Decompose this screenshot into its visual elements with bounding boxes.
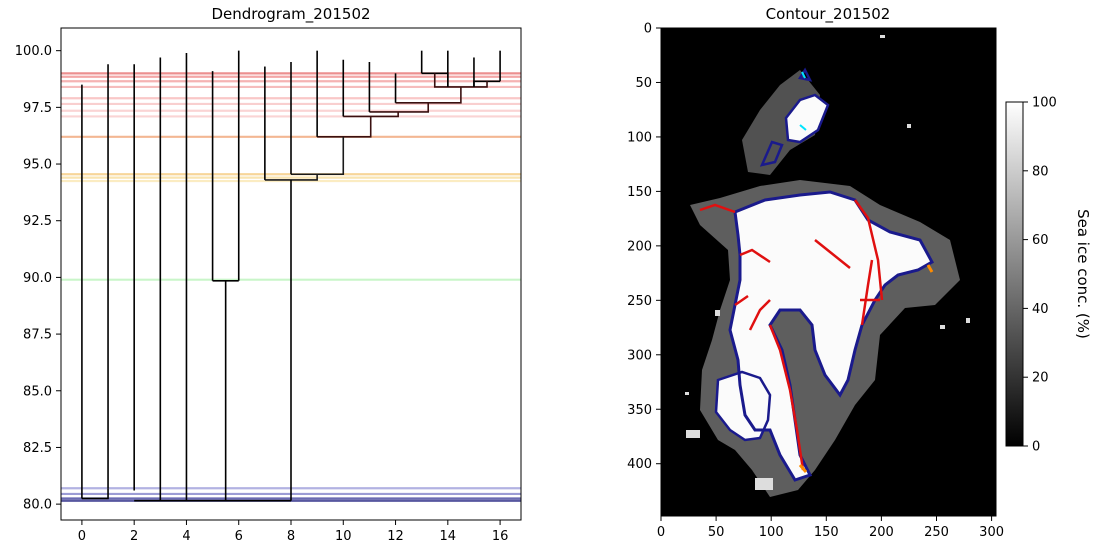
- dendrogram-link-9: [317, 116, 372, 138]
- contour-cyan-spots: [799, 71, 807, 131]
- map-x-tick-label: 0: [657, 525, 665, 540]
- map-y-tick-label: 300: [627, 348, 652, 363]
- dendrogram-link-8: [343, 111, 399, 118]
- colorbar-tick-label: 0: [1032, 440, 1040, 455]
- map-y-tick-label: 350: [627, 403, 652, 418]
- colorbar-tick-label: 40: [1032, 302, 1049, 317]
- map-y-tick-label: 0: [644, 22, 652, 37]
- map-x-tick-label: 250: [924, 525, 949, 540]
- y-tick-label: 85.0: [23, 384, 52, 399]
- map-x-tick-label: 300: [979, 525, 1004, 540]
- central-arctic-ice: [730, 192, 932, 480]
- colorbar-ticks: 0 20 40 60 80 100: [1023, 96, 1057, 455]
- y-tick-label: 100.0: [15, 44, 52, 59]
- dendrogram-links: [81, 72, 501, 501]
- dendrogram-link-7: [369, 102, 430, 113]
- dendrogram-title: Dendrogram_201502: [211, 5, 370, 24]
- x-tick-label: 2: [130, 529, 138, 544]
- colorbar-tick-label: 60: [1032, 233, 1049, 248]
- colorbar-label: Sea ice conc. (%): [1074, 209, 1092, 339]
- contour-orange-spots: [798, 264, 934, 473]
- y-tick-label: 95.0: [23, 158, 52, 173]
- y-tick-label: 90.0: [23, 271, 52, 286]
- map-x-tick-label: 200: [869, 525, 894, 540]
- x-tick-label: 6: [235, 529, 243, 544]
- dendrogram-link-10: [291, 136, 345, 176]
- x-tick-label: 0: [78, 529, 86, 544]
- map-y-tick-label: 100: [627, 130, 652, 145]
- y-tick-label: 97.5: [23, 101, 52, 116]
- map-y-tick-label: 150: [627, 185, 652, 200]
- map-y-tick-label: 400: [627, 457, 652, 472]
- map-x-tick-label: 50: [708, 525, 725, 540]
- colorbar-gradient: [1005, 101, 1024, 447]
- contour-y-axis: 0 50 100 150 200 250 300 350 400: [627, 22, 661, 472]
- y-tick-label: 80.0: [23, 498, 52, 513]
- dendrogram-link-0: [81, 488, 109, 500]
- y-tick-label: 82.5: [23, 441, 52, 456]
- dendrogram-chart: Dendrogram_201502 0 2 4 6 8 10 12 14 16 80.0 82.5…: [15, 5, 522, 544]
- contour-plot-frame: [660, 27, 997, 517]
- colorbar-tick-label: 20: [1032, 371, 1049, 386]
- x-tick-label: 4: [182, 529, 190, 544]
- contour-west-lobe: [714, 370, 772, 442]
- contour-red-edges: [699, 199, 884, 471]
- contour-title: Contour_201502: [766, 5, 891, 24]
- y-tick-label: 87.5: [23, 328, 52, 343]
- map-y-tick-label: 250: [627, 294, 652, 309]
- dendrogram-link-11: [264, 174, 318, 181]
- sea-ice-field: [685, 35, 970, 497]
- colorbar: 0 20 40 60 80 100 Sea ice conc. (%): [1005, 96, 1092, 455]
- dendrogram-y-axis: 80.0 82.5 85.0 87.5 90.0 92.5 95.0 97.5 100.0: [15, 44, 61, 513]
- dendrogram-link-6: [395, 86, 462, 104]
- scattered-ice: [685, 35, 970, 490]
- y-tick-label: 92.5: [23, 214, 52, 229]
- x-tick-label: 10: [335, 529, 352, 544]
- x-tick-label: 8: [287, 529, 295, 544]
- dendrogram-x-axis: 0 2 4 6 8 10 12 14 16: [78, 520, 509, 544]
- map-x-tick-label: 150: [814, 525, 839, 540]
- map-y-tick-label: 50: [635, 76, 652, 91]
- ice-fringe-north: [742, 70, 820, 175]
- map-y-tick-label: 200: [627, 239, 652, 254]
- x-tick-label: 12: [387, 529, 404, 544]
- contour-chart: Contour_201502: [627, 5, 1092, 540]
- map-x-tick-label: 100: [759, 525, 784, 540]
- dendrogram-leaves: [81, 50, 501, 502]
- x-tick-label: 16: [492, 529, 509, 544]
- contour-x-axis: 0 50 100 150 200 250 300: [657, 516, 1004, 540]
- contour-outer: [728, 190, 935, 482]
- colorbar-tick-label: 100: [1032, 96, 1057, 111]
- x-tick-label: 14: [440, 529, 457, 544]
- colorbar-tick-label: 80: [1032, 164, 1049, 179]
- dendrogram-link-5: [433, 73, 488, 88]
